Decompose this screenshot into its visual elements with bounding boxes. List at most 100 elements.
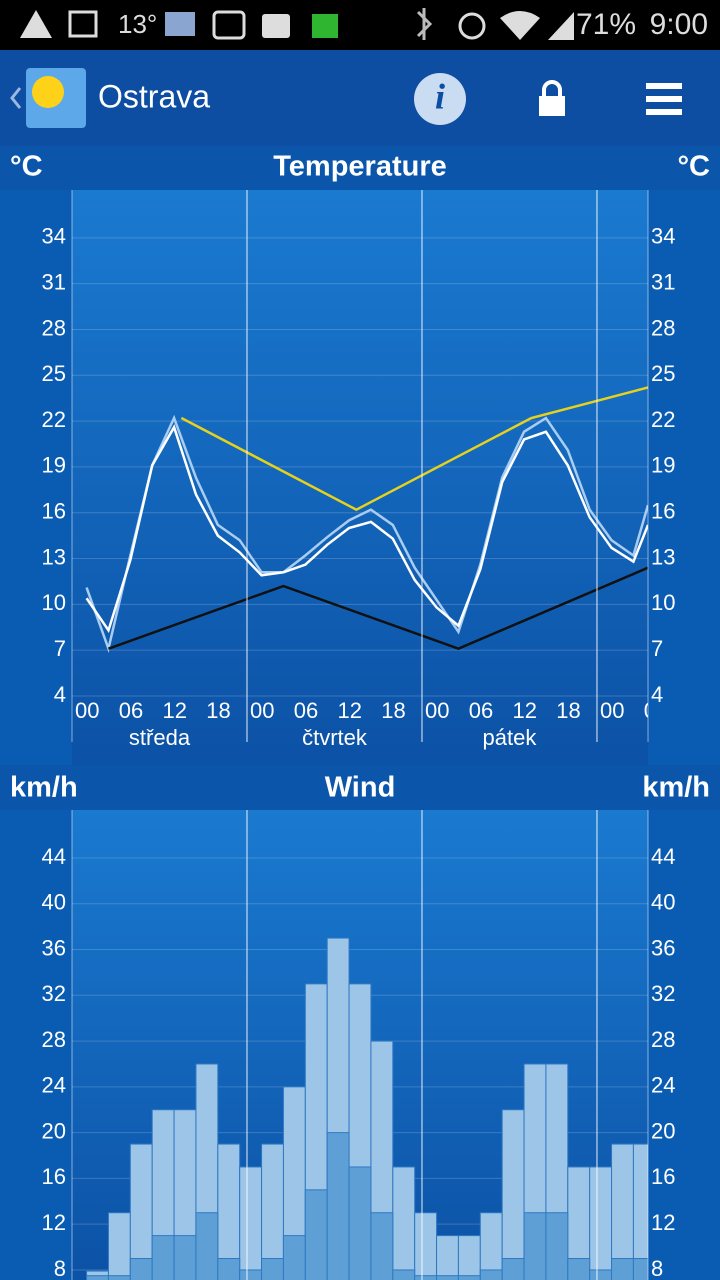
x-tick-label: 00 [600,698,624,723]
y-unit-right: km/h [642,772,710,804]
y-tick-label: 44 [42,844,66,869]
y-tick-label-right: 8 [651,1256,663,1280]
wind-bar [589,1166,613,1280]
y-tick-label: 32 [42,981,66,1006]
wind-bar [173,1235,197,1280]
city-name: Ostrava [98,78,210,114]
warning-icon [20,10,52,38]
y-tick-label: 36 [42,935,66,960]
x-tick-label: 06 [294,698,318,723]
y-tick-label: 40 [42,890,66,915]
temperature-line [85,414,648,654]
wind-bar [567,1258,591,1280]
y-tick-label: 28 [42,315,66,340]
wind-title-bar [0,765,720,810]
y-tick-label: 12 [42,1210,66,1235]
x-tick-label: 06 [644,698,668,723]
info-button[interactable] [414,73,466,125]
y-tick-label: 20 [42,1118,66,1143]
signal-icon [548,12,574,40]
alarm-icon [458,12,486,40]
wind-bar [457,1275,481,1280]
y-tick-label: 25 [42,361,66,386]
flag-icon [165,12,195,36]
x-tick-label: 00 [75,698,99,723]
y-tick-label-right: 36 [651,935,675,960]
y-tick-label-right: 28 [651,1027,675,1052]
y-tick-label-right: 10 [651,590,675,615]
app-icon [312,14,338,38]
lock-shackle [542,80,562,96]
y-tick-label: 4 [54,682,66,707]
wind-bar [611,1258,634,1280]
y-tick-label-right: 22 [651,407,675,432]
back-arrow[interactable] [10,87,22,109]
temperature-line [108,566,648,650]
wind-bar [107,1212,131,1280]
status-bar [0,0,720,50]
y-tick-label: 31 [42,269,66,294]
wind-bar [107,1275,131,1280]
y-tick-label-right: 34 [651,224,675,249]
y-tick-label-right: 24 [651,1073,675,1098]
plot-layer: 00 06 12 18 00 06 12 18 00 06 12 18 00 06 [72,237,668,723]
y-tick-label-right: 25 [651,361,675,386]
status-temperature: 13° [118,9,157,39]
sun [32,76,64,108]
wind-bar [326,1132,350,1280]
clock: 9:00 [650,8,708,41]
y-unit-left: °C [10,151,43,183]
y-tick-label: 34 [42,224,66,249]
bluetooth-icon [416,8,433,40]
x-tick-label: 12 [512,698,536,723]
y-tick-label: 28 [42,1027,66,1052]
y-tick-label-right: 31 [651,269,675,294]
y-tick-label-right: 40 [651,890,675,915]
temperature-line [180,386,648,512]
battery-percent: 71% [576,8,636,41]
y-tick-label-right: 13 [651,544,675,569]
y-tick-label: 7 [54,636,66,661]
wind-bar [195,1212,219,1280]
wind-bar [304,1189,328,1280]
bag-icon [262,14,290,38]
y-tick-label-right: 7 [651,636,663,661]
wind-bar [392,1269,416,1280]
x-tick-label: 18 [206,698,230,723]
x-tick-label: 12 [337,698,361,723]
day-label: pátek [483,725,538,750]
wind-bar [501,1258,525,1280]
tablet-icon [212,10,246,40]
day-label: středa [129,725,191,750]
wind-bar [414,1275,438,1280]
y-tick-label: 19 [42,453,66,478]
wind-bar [348,1166,372,1280]
wind-bar [282,1235,306,1280]
wind-bar [436,1235,459,1280]
day-label: čtvrtek [302,725,368,750]
y-tick-label-right: 20 [651,1118,675,1143]
wifi-icon [500,11,540,40]
wind-bar [523,1212,547,1280]
wind-bar [632,1143,648,1280]
wind-bar [414,1212,438,1280]
info-glyph: i [435,76,445,116]
wind-bar [545,1212,569,1280]
menu-button[interactable] [646,83,682,115]
wind-bar [129,1258,153,1280]
temperature-line [85,424,648,634]
wind-bar [151,1235,175,1280]
y-tick-label: 13 [42,544,66,569]
y-tick-label-right: 19 [651,453,675,478]
chart-title: Temperature [273,151,447,183]
lock-button[interactable] [539,96,565,116]
wind-bar [239,1269,263,1280]
y-tick-label: 8 [54,1256,66,1280]
wind-bar [632,1258,648,1280]
wind-bar [392,1166,416,1280]
y-unit-left: km/h [10,772,78,804]
wind-bar [86,1275,109,1280]
y-tick-label-right: 44 [651,844,675,869]
